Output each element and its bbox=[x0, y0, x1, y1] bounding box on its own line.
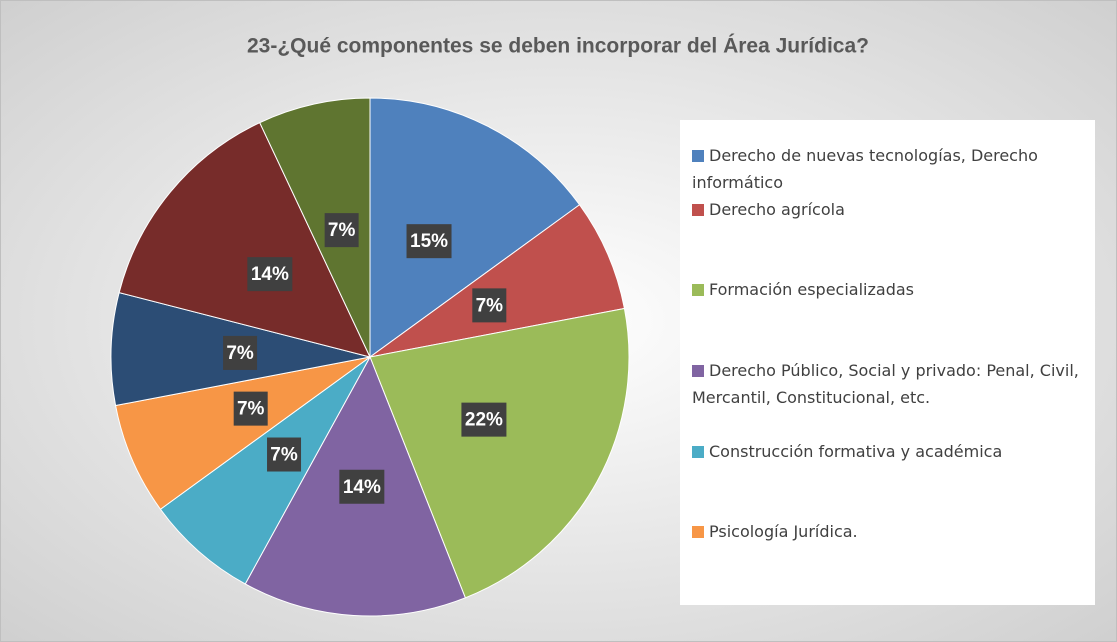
data-label: 7% bbox=[226, 343, 254, 364]
legend-swatch bbox=[692, 284, 704, 296]
legend-entry: Formación especializadas bbox=[692, 276, 1082, 303]
chart-title: 23-¿Qué componentes se deben incorporar … bbox=[247, 35, 869, 58]
data-label-box bbox=[461, 402, 507, 437]
legend-entry: Derecho Público, Social y privado: Penal… bbox=[692, 357, 1082, 411]
pie-slice bbox=[115, 356, 371, 510]
legend-label: Derecho de nuevas tecnologías, Derecho i… bbox=[692, 146, 1038, 192]
data-label-box bbox=[247, 257, 293, 292]
data-label: 14% bbox=[251, 264, 289, 285]
legend-entry: Derecho de nuevas tecnologías, Derecho i… bbox=[692, 142, 1082, 196]
legend-label: Formación especializadas bbox=[709, 280, 914, 299]
pie-slice bbox=[369, 97, 581, 358]
data-label: 22% bbox=[465, 410, 503, 431]
legend-entry: Psicología Jurídica. bbox=[692, 518, 1082, 545]
data-label-box bbox=[223, 335, 258, 370]
data-label: 7% bbox=[476, 295, 504, 316]
pie-slice bbox=[369, 204, 625, 358]
data-label: 15% bbox=[410, 231, 448, 252]
pie-slice bbox=[159, 356, 371, 585]
data-label: 7% bbox=[328, 220, 356, 241]
legend-label: Construcción formativa y académica bbox=[709, 442, 1003, 461]
legend-label: Derecho agrícola bbox=[709, 200, 845, 219]
data-label-box bbox=[267, 437, 302, 472]
legend-swatch bbox=[692, 150, 704, 162]
data-label-box bbox=[406, 224, 452, 259]
data-label-box bbox=[324, 213, 359, 248]
legend-entry: Derecho agrícola bbox=[692, 196, 1082, 223]
legend-label: Derecho Público, Social y privado: Penal… bbox=[692, 361, 1079, 407]
legend-box bbox=[680, 120, 1095, 605]
legend-swatch bbox=[692, 204, 704, 216]
legend-label: Psicología Jurídica. bbox=[709, 522, 858, 541]
legend-swatch bbox=[692, 526, 704, 538]
pie-slice bbox=[369, 307, 630, 599]
legend-swatch bbox=[692, 365, 704, 377]
data-label: 7% bbox=[237, 399, 265, 420]
pie-slice bbox=[259, 97, 371, 358]
data-label-box bbox=[472, 288, 507, 323]
data-label: 14% bbox=[343, 477, 381, 498]
legend-entry: Construcción formativa y académica bbox=[692, 438, 1082, 465]
legend-swatch bbox=[692, 446, 704, 458]
data-label-box bbox=[233, 391, 268, 426]
data-label-box bbox=[339, 469, 385, 504]
pie-slice bbox=[118, 121, 371, 358]
data-label: 7% bbox=[270, 445, 298, 466]
